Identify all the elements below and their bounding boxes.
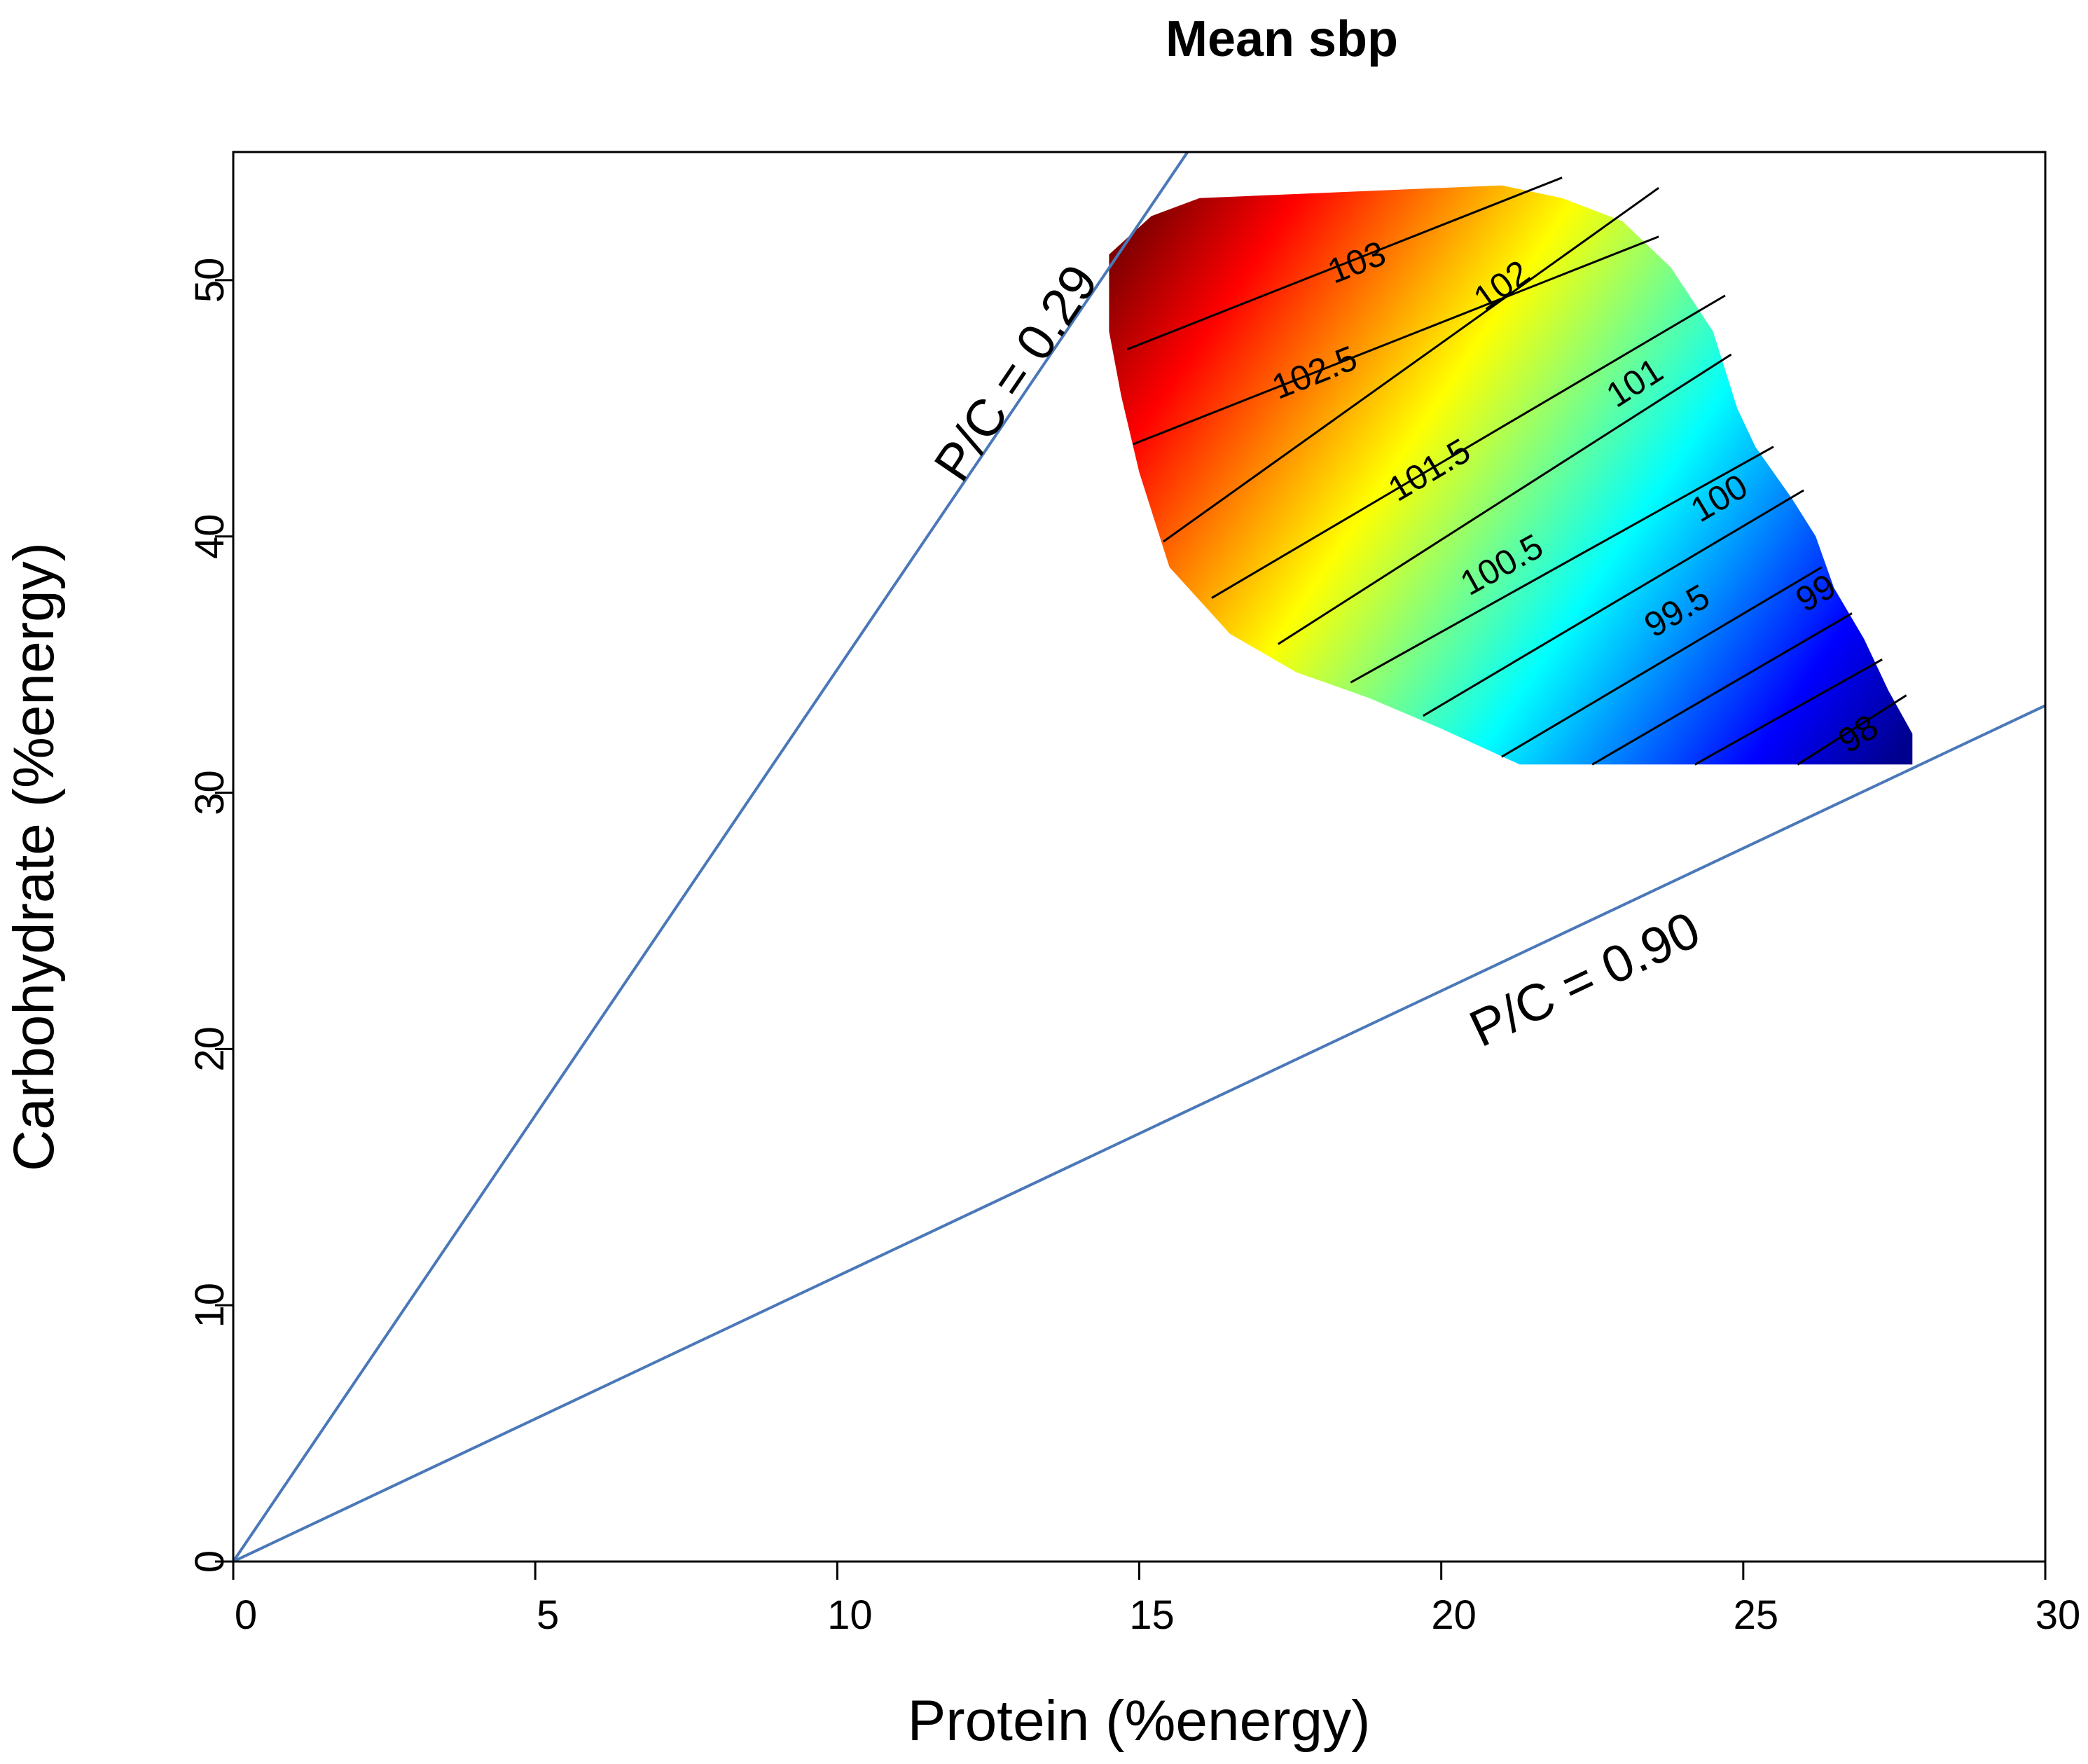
reference-line <box>233 152 1189 1562</box>
x-tick-label: 25 <box>1734 1592 1779 1638</box>
reference-line-label: P/C = 0.29 <box>922 254 1109 491</box>
x-tick-label: 20 <box>1431 1592 1477 1638</box>
y-axis-label: Carbohydrate (%energy) <box>2 542 66 1171</box>
contour-lines <box>1126 177 1907 766</box>
sbp-surface <box>1109 185 1913 765</box>
x-tick-label: 0 <box>235 1592 257 1638</box>
contour-line <box>1211 294 1726 599</box>
reference-lines <box>233 152 2045 1562</box>
y-tick-label: 50 <box>187 258 233 303</box>
contour-line <box>1501 566 1823 758</box>
contour-line <box>1423 489 1804 717</box>
chart-title: Mean sbp <box>1166 11 1398 67</box>
y-tick-label: 40 <box>187 514 233 559</box>
x-axis-label: Protein (%energy) <box>908 1689 1371 1753</box>
plot-area <box>233 152 2045 1562</box>
x-axis: 0 5 10 15 20 25 30 <box>232 1562 2081 1638</box>
contour-line <box>1797 694 1907 766</box>
x-tick-label: 30 <box>2035 1592 2081 1638</box>
y-tick-label: 10 <box>187 1283 233 1328</box>
contour-line <box>1350 446 1774 684</box>
y-axis: 0 10 20 30 40 50 <box>187 258 233 1573</box>
contour-line <box>1126 177 1563 351</box>
x-tick-label: 5 <box>537 1592 559 1638</box>
reference-line <box>233 704 2045 1562</box>
y-tick-label: 0 <box>187 1550 233 1573</box>
y-tick-label: 30 <box>187 770 233 815</box>
contour-line <box>1591 612 1853 766</box>
x-tick-label: 10 <box>827 1592 873 1638</box>
contour-line <box>1133 235 1659 446</box>
contour-line <box>1694 659 1883 766</box>
y-tick-label: 20 <box>187 1026 233 1072</box>
contour-line <box>1163 186 1659 543</box>
contour-line <box>1278 353 1732 645</box>
x-tick-label: 15 <box>1129 1592 1175 1638</box>
